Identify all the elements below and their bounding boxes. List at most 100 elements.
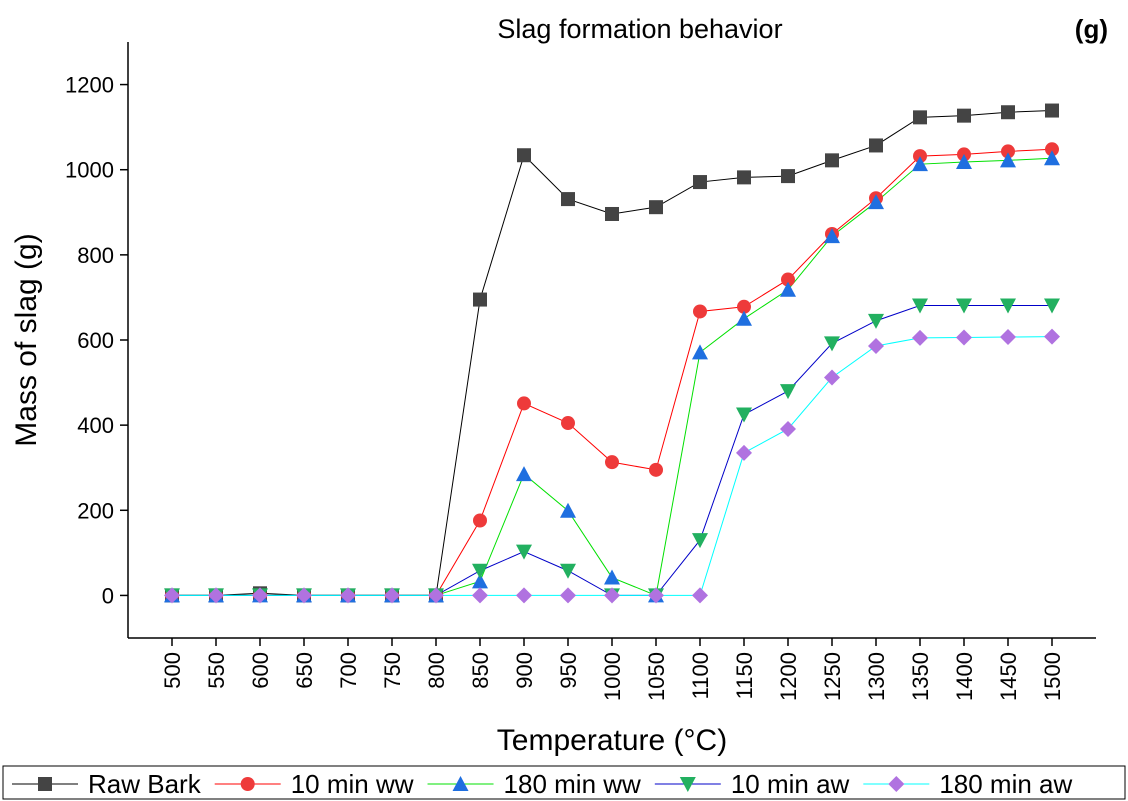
series-line: [172, 157, 1053, 597]
marker: [693, 304, 707, 319]
y-tick-label: 200: [77, 498, 114, 523]
x-tick-label: 1450: [996, 652, 1021, 701]
marker: [516, 544, 532, 560]
legend-label: 10 min aw: [731, 769, 850, 799]
marker: [957, 108, 971, 123]
x-tick-label: 1000: [600, 652, 625, 701]
legend-item: 10 min ww: [214, 769, 414, 799]
marker: [604, 569, 620, 585]
marker: [560, 563, 576, 579]
marker: [252, 587, 268, 604]
marker: [604, 587, 620, 604]
x-tick-label: 1250: [820, 652, 845, 701]
marker: [517, 148, 531, 163]
y-tick-label: 1200: [65, 73, 114, 98]
y-tick-label: 0: [102, 583, 114, 608]
marker: [517, 396, 531, 411]
marker: [693, 175, 707, 190]
marker: [868, 337, 884, 354]
marker: [516, 587, 532, 604]
legend-label: 10 min ww: [291, 769, 414, 799]
marker: [1044, 298, 1060, 314]
marker: [1045, 103, 1059, 118]
marker: [473, 292, 487, 307]
marker: [648, 587, 664, 604]
legend-item: 180 min aw: [863, 769, 1072, 799]
marker: [692, 533, 708, 549]
marker: [560, 502, 576, 518]
marker: [1000, 152, 1016, 168]
legend-label: 180 min ww: [504, 769, 641, 799]
marker: [912, 156, 928, 172]
legend-marker: [679, 777, 696, 792]
marker: [1000, 329, 1016, 346]
x-tick-label: 700: [336, 652, 361, 689]
marker: [561, 416, 575, 431]
x-axis-label: Temperature (°C): [497, 724, 727, 757]
marker: [1001, 105, 1015, 120]
marker: [1001, 144, 1015, 159]
marker: [781, 169, 795, 184]
marker: [473, 513, 487, 528]
marker: [1044, 328, 1060, 345]
marker: [692, 344, 708, 360]
legend-marker: [452, 776, 469, 791]
legend-marker: [240, 777, 255, 791]
marker: [912, 298, 928, 314]
marker: [824, 228, 840, 244]
marker: [605, 455, 619, 470]
legend-marker: [888, 776, 905, 792]
marker: [1045, 142, 1059, 157]
marker: [384, 587, 400, 604]
legend-item: 180 min ww: [427, 769, 641, 799]
marker: [780, 281, 796, 297]
marker: [912, 329, 928, 346]
marker: [956, 154, 972, 170]
x-tick-label: 600: [248, 652, 273, 689]
x-tick-label: 1400: [952, 652, 977, 701]
marker: [296, 587, 312, 604]
series-line: [172, 305, 1052, 596]
marker: [561, 192, 575, 207]
marker: [825, 153, 839, 168]
marker: [428, 587, 444, 604]
marker: [208, 587, 224, 604]
marker: [472, 563, 488, 579]
x-tick-label: 1200: [776, 652, 801, 701]
marker: [780, 420, 796, 437]
marker: [913, 149, 927, 164]
marker: [736, 444, 752, 461]
legend-label: 180 min aw: [939, 769, 1072, 799]
x-tick-label: 1100: [688, 652, 713, 699]
marker: [956, 329, 972, 346]
x-tick-label: 1050: [644, 652, 669, 701]
marker: [736, 310, 752, 326]
x-tick-label: 900: [512, 652, 537, 689]
marker: [164, 587, 180, 604]
x-tick-label: 550: [204, 652, 229, 689]
y-axis-label: Mass of slag (g): [10, 233, 43, 446]
marker: [781, 272, 795, 287]
chart-title: Slag formation behavior: [497, 14, 782, 44]
x-tick-label: 650: [292, 652, 317, 689]
marker: [869, 138, 883, 153]
marker: [472, 573, 488, 589]
legend-item: Raw Bark: [12, 769, 202, 799]
x-tick-label: 500: [160, 652, 185, 689]
y-tick-label: 1000: [65, 158, 114, 183]
marker: [868, 194, 884, 210]
legend-box: [2, 765, 1126, 800]
x-tick-label: 1300: [864, 652, 889, 701]
marker: [824, 336, 840, 352]
legend-item: 10 min aw: [654, 769, 850, 799]
marker: [737, 170, 751, 185]
marker: [560, 587, 576, 604]
x-tick-label: 850: [468, 652, 493, 689]
panel-label: (g): [1075, 14, 1108, 44]
marker: [913, 110, 927, 125]
marker: [516, 466, 532, 482]
y-tick-label: 800: [77, 243, 114, 268]
marker: [649, 200, 663, 215]
